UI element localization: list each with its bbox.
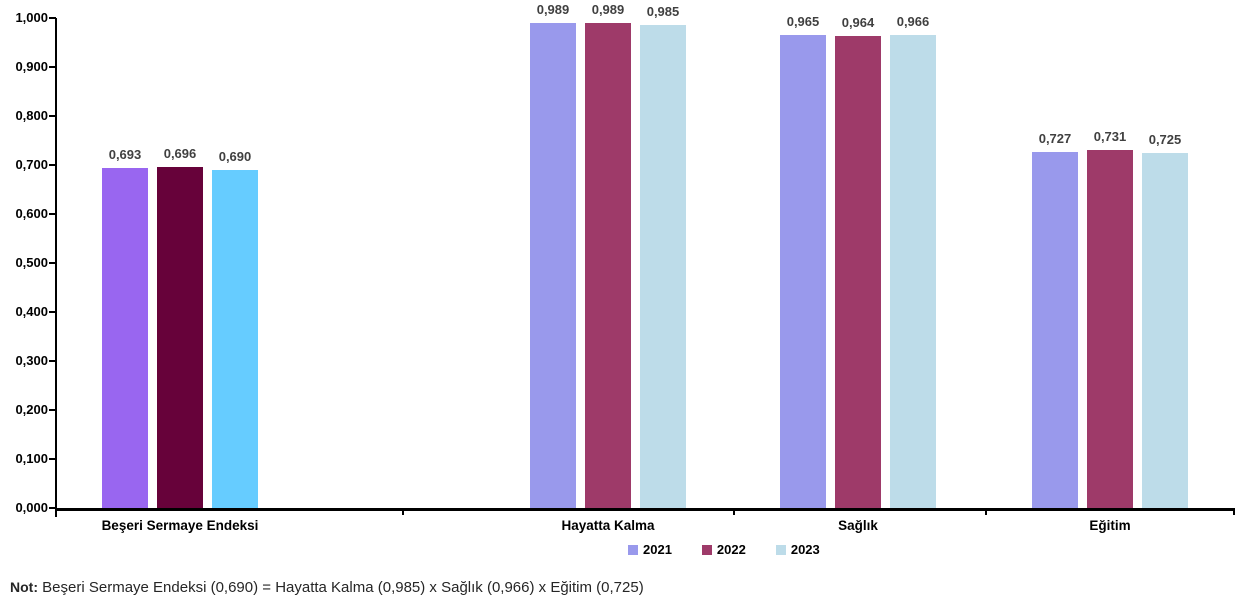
y-axis-tick — [49, 164, 56, 166]
y-axis-tick — [49, 115, 56, 117]
bar-2023-1 — [212, 170, 258, 508]
bar-value-label: 0,964 — [841, 15, 875, 30]
y-axis-tick-label: 0,500 — [15, 255, 48, 270]
legend-item-2023: 2023 — [775, 542, 820, 557]
y-axis-line — [55, 18, 57, 517]
y-axis-tick-label: 0,000 — [15, 500, 48, 515]
x-axis-tick — [402, 508, 404, 515]
legend-swatch-2022 — [701, 544, 712, 555]
y-axis-tick-label: 0,200 — [15, 402, 48, 417]
bar-value-label: 0,693 — [108, 147, 142, 162]
y-axis-tick — [49, 507, 56, 509]
y-axis-tick-label: 0,300 — [15, 353, 48, 368]
y-axis-tick — [49, 17, 56, 19]
legend-item-2022: 2022 — [701, 542, 746, 557]
y-axis-tick-label: 0,400 — [15, 304, 48, 319]
y-axis-tick — [49, 213, 56, 215]
bar-value-label: 0,727 — [1038, 131, 1072, 146]
bar-2022-2 — [585, 23, 631, 508]
bar-2021-1 — [102, 168, 148, 508]
y-axis-tick-label: 0,800 — [15, 108, 48, 123]
footnote-prefix: Not: — [10, 579, 38, 595]
y-axis-tick-label: 0,700 — [15, 157, 48, 172]
category-label: Hayatta Kalma — [561, 518, 655, 533]
bar-value-label: 0,966 — [896, 14, 930, 29]
footnote-text: Beşeri Sermaye Endeksi (0,690) = Hayatta… — [38, 579, 644, 596]
y-axis-tick — [49, 360, 56, 362]
bar-2022-4 — [1087, 150, 1133, 508]
bar-value-label: 0,989 — [591, 2, 625, 17]
bar-2023-4 — [1142, 153, 1188, 508]
y-axis-tick — [49, 409, 56, 411]
bar-2022-1 — [157, 167, 203, 508]
bar-value-label: 0,725 — [1148, 132, 1182, 147]
y-axis-tick — [49, 262, 56, 264]
footnote: Not: Beşeri Sermaye Endeksi (0,690) = Ha… — [10, 579, 644, 596]
y-axis-tick — [49, 458, 56, 460]
bar-2021-3 — [780, 35, 826, 508]
y-axis-tick-label: 0,600 — [15, 206, 48, 221]
legend-swatch-2023 — [775, 544, 786, 555]
x-axis-line — [55, 508, 1235, 511]
bar-2023-3 — [890, 35, 936, 508]
legend-label-2021: 2021 — [643, 542, 672, 557]
bar-2023-2 — [640, 25, 686, 508]
bar-value-label: 0,989 — [536, 2, 570, 17]
legend-label-2023: 2023 — [790, 542, 820, 557]
category-label: Sağlık — [838, 518, 878, 533]
x-axis-tick — [985, 508, 987, 515]
y-axis-tick-label: 1,000 — [15, 10, 48, 25]
bar-2022-3 — [835, 36, 881, 508]
bar-value-label: 0,690 — [218, 149, 252, 164]
bar-value-label: 0,985 — [646, 4, 680, 19]
x-axis-tick — [733, 508, 735, 515]
y-axis-tick-label: 0,100 — [15, 451, 48, 466]
y-axis-tick — [49, 311, 56, 313]
y-axis-tick — [49, 66, 56, 68]
y-axis-tick-label: 0,900 — [15, 59, 48, 74]
bar-2021-4 — [1032, 152, 1078, 508]
x-axis-tick — [1233, 508, 1235, 515]
bar-value-label: 0,696 — [163, 146, 197, 161]
bar-value-label: 0,731 — [1093, 129, 1127, 144]
bar-2021-2 — [530, 23, 576, 508]
legend: 2021 2022 2023 — [628, 542, 820, 557]
legend-swatch-2021 — [628, 544, 638, 555]
legend-label-2022: 2022 — [716, 542, 746, 557]
category-label: Beşeri Sermaye Endeksi — [101, 518, 259, 533]
legend-item-2021: 2021 — [628, 542, 672, 557]
bar-value-label: 0,965 — [786, 14, 820, 29]
category-label: Eğitim — [1089, 518, 1131, 533]
